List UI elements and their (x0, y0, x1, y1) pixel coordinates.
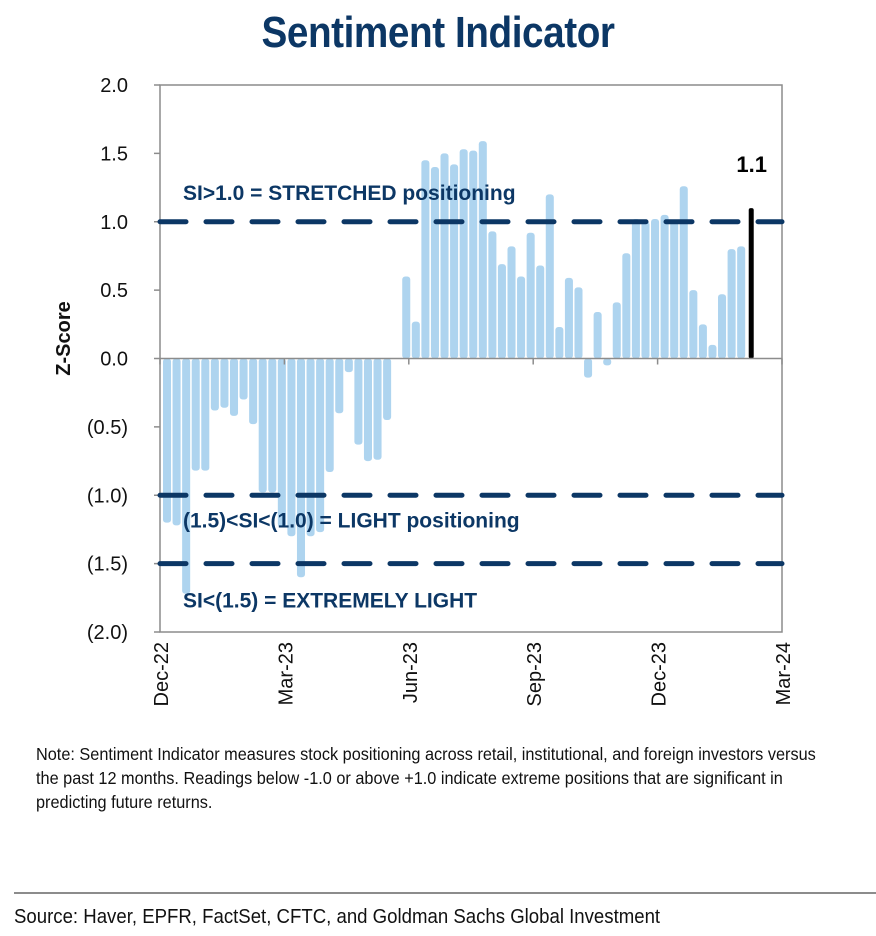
bar (354, 358, 363, 445)
bar (708, 344, 717, 359)
bars-group (163, 141, 754, 594)
bar (603, 358, 612, 366)
bar (718, 294, 727, 359)
bar (536, 265, 545, 359)
y-tick-label: (2.0) (87, 622, 128, 644)
y-tick-label: 0.5 (100, 280, 128, 302)
bar (478, 141, 487, 359)
bar (670, 221, 679, 359)
bar (689, 290, 698, 359)
reference-line-label: (1.5)<SI<(1.0) = LIGHT positioning (183, 509, 520, 532)
bar (363, 358, 372, 462)
divider (14, 892, 876, 894)
latest-value-label: 1.1 (736, 152, 767, 177)
bar (497, 264, 506, 359)
bar (564, 277, 573, 359)
bar (268, 358, 277, 493)
bar (727, 249, 736, 359)
bar (201, 358, 210, 471)
bar (679, 186, 688, 359)
bar (277, 358, 286, 527)
bar (555, 327, 564, 359)
bar (488, 231, 497, 359)
x-tick-label: Jun-23 (400, 642, 422, 703)
bar (421, 160, 430, 359)
x-tick-label: Dec-22 (151, 642, 173, 706)
bar (698, 324, 707, 359)
bar (622, 253, 631, 359)
y-tick-label: (1.0) (87, 485, 128, 507)
y-axis-label: Z-Score (53, 301, 75, 375)
bar (584, 358, 593, 378)
bar (163, 358, 172, 523)
bar (172, 358, 181, 526)
y-tick-label: (0.5) (87, 417, 128, 439)
bar (651, 219, 660, 359)
y-tick-label: 1.5 (100, 143, 128, 165)
bar (660, 214, 669, 359)
x-tick-label: Dec-23 (649, 642, 671, 706)
bar (182, 358, 191, 594)
labels-group: 1.1 2.0 1.5 1.0 0.5 0.0 (0.5) (1.0) (1.5) (2.0) Z-… (53, 75, 795, 707)
bar (344, 358, 353, 373)
bar (469, 150, 478, 359)
bar (459, 149, 468, 359)
bar (296, 358, 306, 578)
y-tick-label: (1.5) (87, 554, 128, 576)
y-tick-label: 0.0 (100, 349, 128, 371)
bar (210, 358, 219, 411)
bar (411, 321, 420, 359)
bar (258, 358, 267, 493)
bar (287, 358, 296, 537)
x-tick-label: Sep-23 (524, 642, 546, 707)
axes-group (154, 84, 783, 633)
bar (402, 276, 411, 359)
bar (612, 302, 621, 359)
reference-line-label: SI<(1.5) = EXTREMELY LIGHT (183, 590, 477, 613)
chart: 1.1 2.0 1.5 1.0 0.5 0.0 (0.5) (1.0) (1.5) (2.0) Z-… (53, 75, 795, 707)
bar (316, 358, 325, 533)
bar (249, 358, 258, 425)
bar (450, 164, 459, 359)
x-tick-label: Mar-24 (773, 642, 795, 705)
bar (430, 167, 439, 359)
bar (545, 194, 554, 359)
bar (737, 246, 746, 359)
bar (335, 358, 344, 414)
source-text: Source: Haver, EPFR, FactSet, CFTC, and … (14, 906, 661, 928)
bar (440, 153, 449, 359)
bar (229, 358, 239, 416)
bar (306, 358, 315, 537)
bar (517, 276, 526, 359)
y-tick-label: 2.0 (100, 75, 128, 97)
reference-line-label: SI>1.0 = STRETCHED positioning (183, 182, 516, 205)
bar (220, 358, 229, 408)
reference-lines-group (157, 219, 785, 567)
bar (507, 246, 516, 359)
x-tick-label: Mar-23 (275, 642, 297, 705)
bar (641, 221, 650, 359)
bar (373, 358, 382, 460)
bar (574, 287, 583, 359)
latest-bar (748, 208, 754, 359)
bar (593, 312, 602, 359)
bar (526, 232, 535, 359)
bar (239, 358, 248, 400)
bar (383, 358, 392, 421)
bar (325, 358, 334, 473)
bar (631, 219, 640, 359)
y-tick-label: 1.0 (100, 212, 128, 234)
chart-note: Note: Sentiment Indicator measures stock… (36, 744, 816, 812)
bar (191, 358, 200, 471)
chart-title: Sentiment Indicator (261, 8, 615, 57)
